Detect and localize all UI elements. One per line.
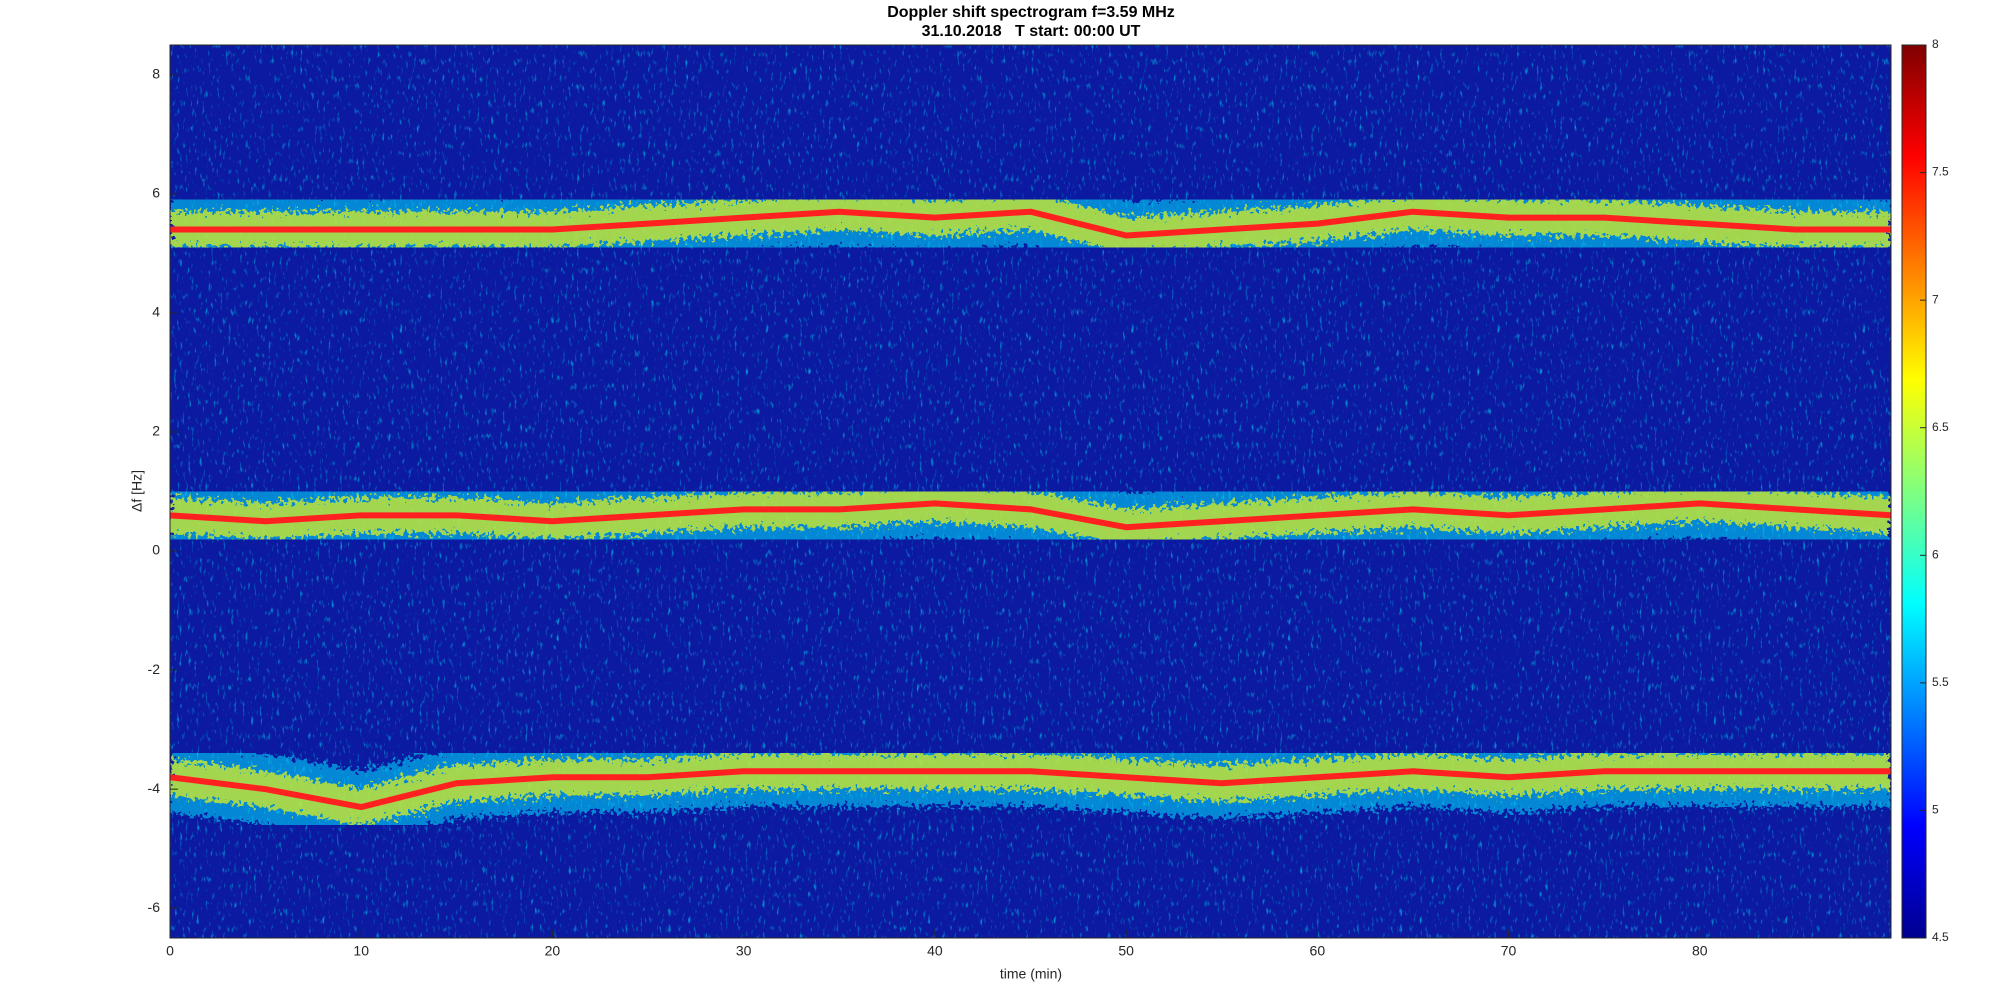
y-tick-label: 4 — [152, 304, 160, 320]
colorbar-tick-label: 6.5 — [1932, 420, 1949, 434]
trace-line — [170, 500, 1891, 531]
y-tick-label: -6 — [148, 899, 161, 915]
y-tick-label: -4 — [148, 780, 161, 796]
chart-subtitle: 31.10.2018 T start: 00:00 UT — [922, 23, 1141, 40]
x-axis-label: time (min) — [1000, 966, 1062, 982]
trace-line — [170, 768, 1891, 811]
x-tick-label: 50 — [1118, 943, 1134, 959]
colorbar-tick-label: 8 — [1932, 37, 1939, 51]
x-tick-label: 10 — [353, 943, 369, 959]
x-tick-label: 80 — [1692, 943, 1708, 959]
x-tick-label: 60 — [1310, 943, 1326, 959]
x-tick-label: 0 — [166, 943, 174, 959]
chart-title: Doppler shift spectrogram f=3.59 MHz — [887, 4, 1175, 21]
y-tick-label: 2 — [152, 423, 160, 439]
colorbar — [1901, 44, 1927, 939]
trace-line — [170, 208, 1891, 239]
y-axis-label: Δf [Hz] — [129, 470, 145, 512]
colorbar-tick-label: 7.5 — [1932, 165, 1949, 179]
x-tick-label: 20 — [545, 943, 561, 959]
y-tick-label: 6 — [152, 185, 160, 201]
plot-area — [170, 45, 1891, 938]
colorbar-tick-label: 5.5 — [1932, 675, 1949, 689]
y-tick-label: -2 — [148, 661, 161, 677]
colorbar-tick-label: 7 — [1932, 292, 1939, 306]
colorbar-tick-label: 6 — [1932, 547, 1939, 561]
x-tick-label: 70 — [1501, 943, 1517, 959]
x-tick-label: 40 — [927, 943, 943, 959]
plot-frame — [169, 44, 1892, 939]
y-tick-label: 0 — [152, 542, 160, 558]
x-tick-label: 30 — [736, 943, 752, 959]
y-tick-label: 8 — [152, 65, 160, 81]
colorbar-tick-label: 4.5 — [1932, 930, 1949, 944]
colorbar-tick-label: 5 — [1932, 803, 1939, 817]
